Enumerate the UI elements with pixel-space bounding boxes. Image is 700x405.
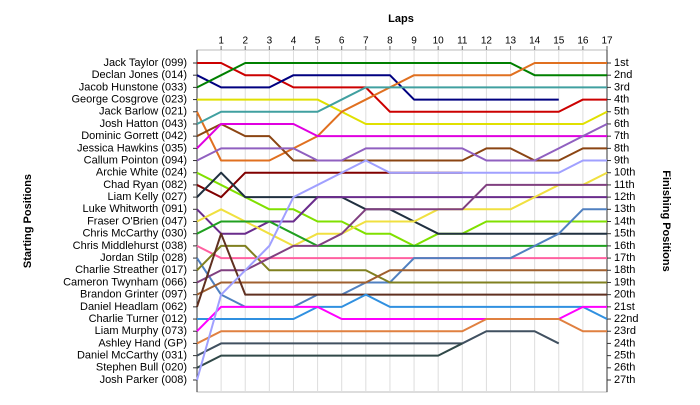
y2-axis-label: Finishing Positions xyxy=(660,170,672,271)
driver-line xyxy=(196,171,607,247)
finish-label: 10th xyxy=(614,167,635,179)
driver-line xyxy=(196,74,559,101)
finish-label: 21st xyxy=(614,301,635,313)
finish-label: 25th xyxy=(614,350,635,362)
x-tick-label: 1 xyxy=(218,36,224,47)
driver-line xyxy=(196,122,607,162)
driver-line xyxy=(196,62,607,89)
driver-label: Jessica Hawkins (035) xyxy=(77,142,187,154)
driver-line xyxy=(196,220,607,247)
finish-label: 1st xyxy=(614,57,629,69)
x-tick-label: 3 xyxy=(267,36,273,47)
driver-label: Chris McCarthy (030) xyxy=(82,228,187,240)
driver-line xyxy=(197,62,607,113)
finish-label: 22nd xyxy=(614,313,638,325)
driver-line xyxy=(196,196,607,235)
finish-label: 4th xyxy=(614,93,629,105)
finish-label: 27th xyxy=(614,374,635,386)
driver-line xyxy=(196,171,607,235)
driver-label: Chad Ryan (082) xyxy=(103,179,187,191)
driver-line xyxy=(196,232,607,308)
driver-line xyxy=(196,159,607,381)
driver-label: Jacob Hunstone (033) xyxy=(79,81,187,93)
x-tick-label: 4 xyxy=(291,36,297,47)
driver-label: Charlie Turner (012) xyxy=(89,313,187,325)
driver-line xyxy=(196,342,463,369)
driver-line xyxy=(196,244,607,284)
driver-label: Jordan Stilp (028) xyxy=(100,252,187,264)
y-axis-label: Starting Positions xyxy=(22,174,34,268)
finish-label: 3rd xyxy=(614,81,630,93)
driver-label: Brandon Grinter (097) xyxy=(80,289,187,301)
x-tick-label: 7 xyxy=(363,36,369,47)
driver-label: Charlie Streather (017) xyxy=(75,264,187,276)
driver-label: Liam Kelly (027) xyxy=(108,191,187,203)
finish-label: 2nd xyxy=(614,69,632,81)
finish-label: 17th xyxy=(614,252,635,264)
finish-label: 23rd xyxy=(614,325,636,337)
driver-label: Josh Hatton (043) xyxy=(100,118,187,130)
driver-line xyxy=(196,171,608,247)
driver-line xyxy=(196,86,607,125)
driver-label: Cameron Twynham (066) xyxy=(63,276,187,288)
driver-line xyxy=(196,123,608,162)
driver-label: Jack Taylor (099) xyxy=(103,57,187,69)
driver-label: Daniel Headlam (062) xyxy=(80,301,187,313)
finish-label: 15th xyxy=(614,228,635,240)
finish-label: 5th xyxy=(614,106,629,118)
x-tick-label: 16 xyxy=(577,36,589,47)
driver-label: Luke Whitworth (091) xyxy=(82,203,187,215)
finish-label: 14th xyxy=(614,215,635,227)
finish-label: 20th xyxy=(614,289,635,301)
finish-label: 6th xyxy=(614,118,629,130)
x-tick-label: 5 xyxy=(315,36,321,47)
x-tick-label: 17 xyxy=(601,36,613,47)
finish-label: 7th xyxy=(614,130,629,142)
driver-label: Stephen Bull (020) xyxy=(96,362,187,374)
driver-label: Daniel McCarthy (031) xyxy=(77,350,187,362)
x-tick-label: 14 xyxy=(529,36,541,47)
driver-label: Josh Parker (008) xyxy=(100,374,187,386)
finish-label: 8th xyxy=(614,142,629,154)
finish-label: 19th xyxy=(614,276,635,288)
finish-label: 18th xyxy=(614,264,635,276)
x-tick-label: 9 xyxy=(411,36,417,47)
driver-line xyxy=(197,293,608,321)
driver-label: Callum Pointon (094) xyxy=(84,154,187,166)
driver-label: Dominic Gorrett (042) xyxy=(81,130,187,142)
x-tick-label: 11 xyxy=(457,36,468,47)
driver-line xyxy=(196,122,607,150)
driver-label: Chris Middlehurst (038) xyxy=(73,240,187,252)
finish-label: 16th xyxy=(614,240,635,252)
driver-line xyxy=(196,318,607,345)
driver-line xyxy=(196,183,607,284)
x-tick-label: 2 xyxy=(242,36,248,47)
driver-label: Fraser O'Brien (047) xyxy=(87,215,187,227)
x-tick-label: 6 xyxy=(339,36,345,47)
finish-label: 24th xyxy=(614,337,635,349)
driver-line xyxy=(196,330,560,357)
driver-label: Declan Jones (014) xyxy=(92,69,187,81)
driver-label: Ashley Hand (GP) xyxy=(98,337,187,349)
finish-label: 9th xyxy=(614,154,629,166)
chart-title: Laps xyxy=(388,13,414,25)
driver-line xyxy=(196,244,607,260)
finish-label: 26th xyxy=(614,362,635,374)
driver-line xyxy=(196,269,607,296)
driver-label: Jack Barlow (021) xyxy=(99,106,187,118)
driver-line xyxy=(196,62,607,162)
finish-label: 13th xyxy=(614,203,635,215)
driver-line xyxy=(197,98,608,125)
finish-label: 12th xyxy=(614,191,635,203)
x-tick-label: 12 xyxy=(481,36,493,47)
finish-label: 11th xyxy=(614,179,635,191)
x-tick-label: 8 xyxy=(387,36,393,47)
driver-label: George Cosgrove (023) xyxy=(71,93,187,105)
x-tick-label: 10 xyxy=(433,36,445,47)
driver-label: Liam Murphy (073) xyxy=(95,325,187,337)
x-tick-label: 13 xyxy=(505,36,517,47)
x-tick-label: 15 xyxy=(553,36,565,47)
driver-label: Archie White (024) xyxy=(96,167,187,179)
